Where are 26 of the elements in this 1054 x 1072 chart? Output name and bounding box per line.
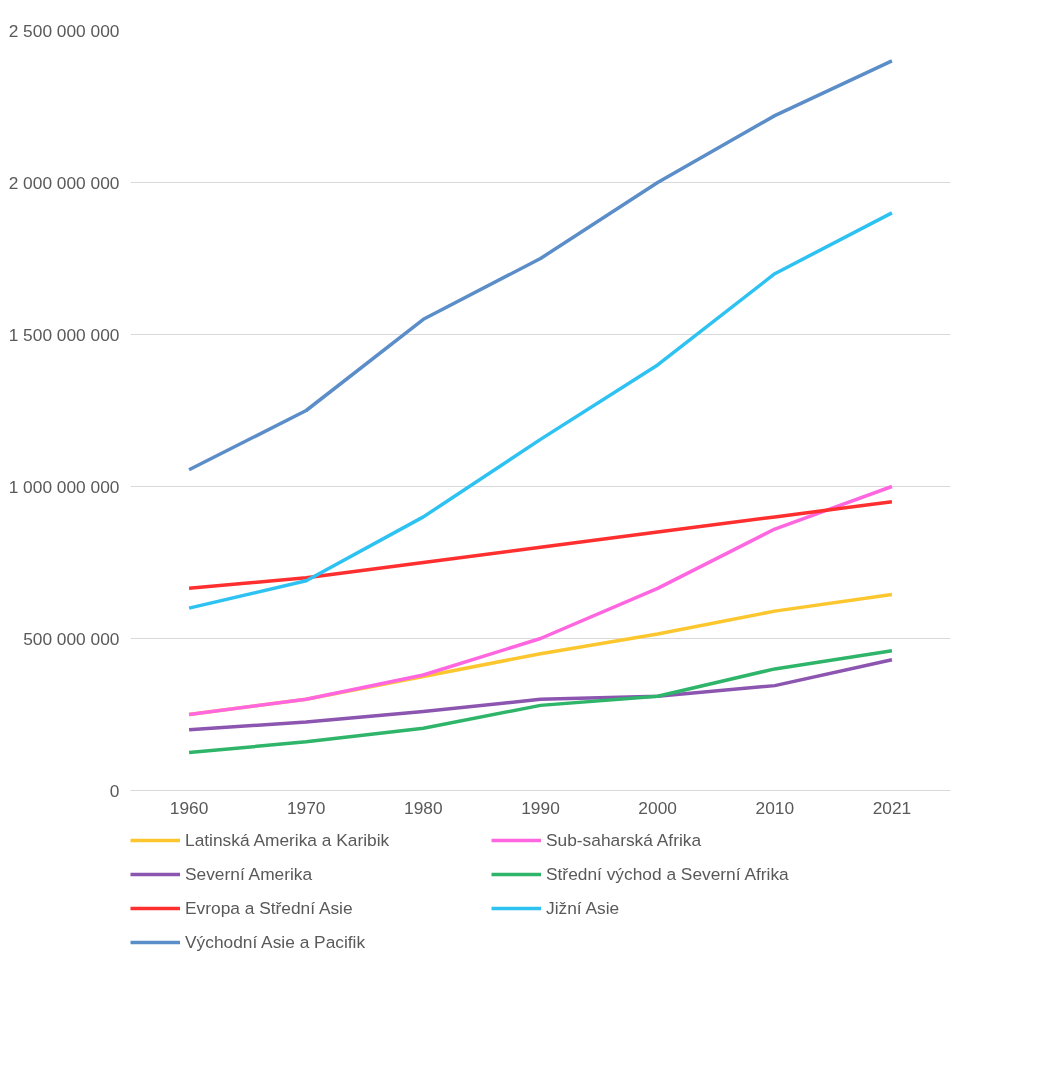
line-series	[187, 658, 894, 732]
line-series	[187, 59, 894, 472]
x-tick-label: 1960	[169, 797, 209, 818]
line-series	[187, 484, 894, 717]
y-tick-label: 1 500 000 000	[8, 324, 120, 345]
y-tick-label: 2 000 000 000	[8, 172, 120, 193]
x-tick-label: 2010	[755, 797, 795, 818]
line-series	[187, 211, 894, 610]
x-tick-label: 1970	[286, 797, 326, 818]
legend-label: Evropa a Střední Asie	[185, 896, 354, 920]
legend-label: Latinská Amerika a Karibik	[185, 828, 391, 852]
y-tick-label: 1 000 000 000	[8, 476, 120, 497]
legend-label: Východní Asie a Pacifik	[185, 930, 367, 954]
legend-label: Sub-saharská Afrika	[546, 828, 703, 852]
legend-label: Jižní Asie	[546, 896, 621, 920]
line-series	[187, 499, 894, 591]
x-tick-label: 2000	[638, 797, 677, 818]
x-tick-label: 2021	[872, 797, 912, 818]
y-tick-label: 2 500 000 000	[8, 20, 120, 41]
x-tick-label: 1990	[521, 797, 560, 818]
y-tick-label: 0	[109, 780, 120, 801]
line-series	[187, 648, 894, 755]
y-tick-label: 500 000 000	[23, 628, 120, 649]
legend-label: Severní Amerika	[185, 862, 314, 886]
x-tick-label: 1980	[404, 797, 443, 818]
legend-label: Střední východ a Severní Afrika	[546, 862, 790, 886]
